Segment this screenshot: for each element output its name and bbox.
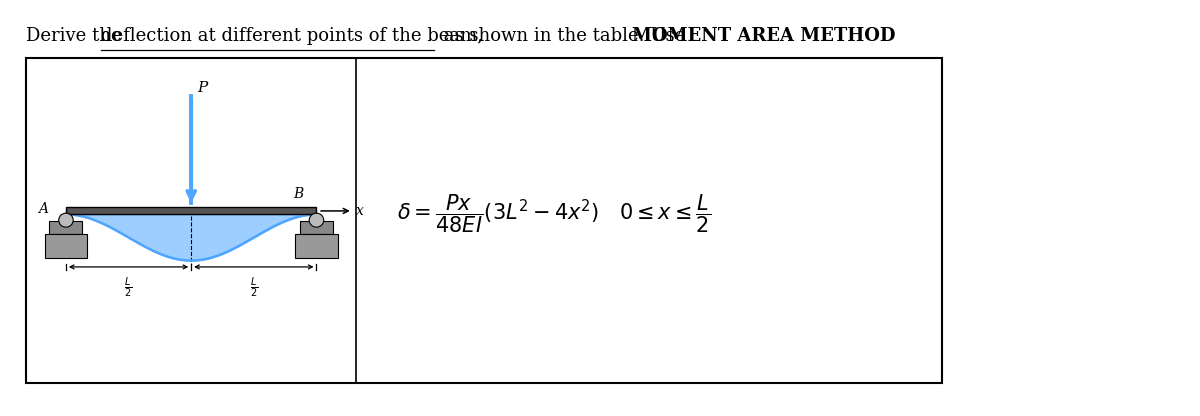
Text: $\frac{L}{2}$: $\frac{L}{2}$ [250,276,258,300]
Bar [300,221,332,234]
Text: B: B [293,187,304,201]
Text: A: A [38,202,48,216]
Text: $\frac{L}{2}$: $\frac{L}{2}$ [125,276,133,300]
Bar [66,208,317,214]
Text: deflection at different points of the beam,: deflection at different points of the be… [101,27,482,45]
Bar [44,234,88,258]
Circle shape [310,213,324,227]
Text: as shown in the table. Use: as shown in the table. Use [438,27,691,45]
Text: MOMENT AREA METHOD: MOMENT AREA METHOD [632,27,896,45]
Text: P: P [197,81,208,95]
Text: $\delta = \dfrac{Px}{48EI}(3L^2 - 4x^2) \quad 0 \leq x \leq \dfrac{L}{2}$: $\delta = \dfrac{Px}{48EI}(3L^2 - 4x^2) … [397,193,712,235]
Bar [49,221,83,234]
Circle shape [59,213,73,227]
Bar [295,234,338,258]
Text: Derive the: Derive the [26,27,127,45]
Text: x: x [356,204,364,218]
